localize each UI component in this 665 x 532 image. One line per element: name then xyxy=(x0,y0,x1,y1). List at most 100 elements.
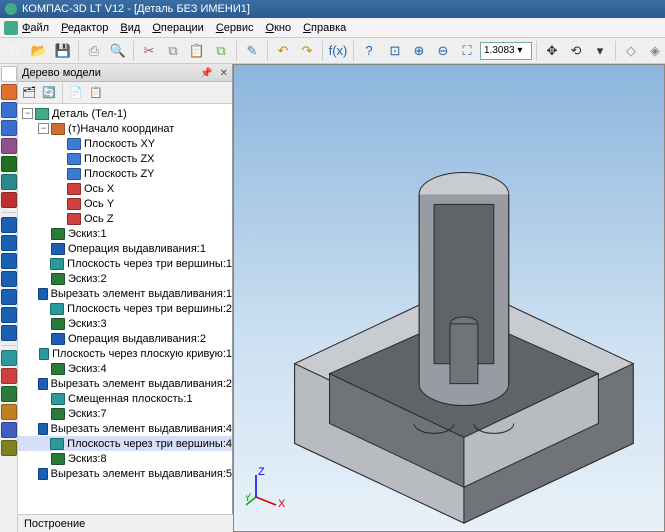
menu-сервис[interactable]: Сервис xyxy=(216,22,254,34)
copy-props-button[interactable]: ⧉ xyxy=(210,40,232,62)
preview-button[interactable]: 🔍 xyxy=(107,40,129,62)
paste-button[interactable]: 📋 xyxy=(186,40,208,62)
undo-button[interactable]: ↶ xyxy=(272,40,294,62)
zoom-out-button[interactable]: ⊖ xyxy=(432,40,454,62)
tree-item[interactable]: Ось X xyxy=(18,181,232,196)
tree-toggle[interactable]: − xyxy=(38,123,49,134)
tree-label: Плоскость через три вершины:4 xyxy=(67,438,232,450)
tree-item[interactable]: Плоскость через три вершины:1 xyxy=(18,256,232,271)
tool-shell[interactable] xyxy=(1,289,17,305)
tool-dim[interactable] xyxy=(1,120,17,136)
tree-refresh-icon[interactable]: 🔄 xyxy=(40,84,58,102)
tool-extrude[interactable] xyxy=(1,217,17,233)
tree-item[interactable]: Операция выдавливания:1 xyxy=(18,241,232,256)
zoom-window-button[interactable]: ⊡ xyxy=(384,40,406,62)
tree-item[interactable]: Ось Y xyxy=(18,196,232,211)
tree-item[interactable]: Эскиз:8 xyxy=(18,451,232,466)
tree-item[interactable]: Эскиз:1 xyxy=(18,226,232,241)
plane-icon xyxy=(67,153,81,165)
tool-line[interactable] xyxy=(1,102,17,118)
tree-item[interactable]: Плоскость XY xyxy=(18,136,232,151)
statusbar: Построение xyxy=(18,514,233,532)
model-tree[interactable]: −Деталь (Тел-1)−(т)Начало координатПлоск… xyxy=(18,104,232,532)
menu-окно[interactable]: Окно xyxy=(266,22,292,34)
tree-item[interactable]: Вырезать элемент выдавливания:2 xyxy=(18,376,232,391)
print-button[interactable]: ⎙ xyxy=(83,40,105,62)
redo-button[interactable]: ↷ xyxy=(296,40,318,62)
viewport[interactable]: X Y Z xyxy=(233,64,665,532)
tree-item[interactable]: Эскиз:3 xyxy=(18,316,232,331)
zoom-in-button[interactable]: ⊕ xyxy=(408,40,430,62)
tree-item[interactable]: Плоскость через три вершины:2 xyxy=(18,301,232,316)
tree-view-icon[interactable]: 🗂 xyxy=(20,84,38,102)
menu-справка[interactable]: Справка xyxy=(303,22,346,34)
open-button[interactable]: 📂 xyxy=(28,40,50,62)
tree-item[interactable]: Вырезать элемент выдавливания:1 xyxy=(18,286,232,301)
tool-fillet[interactable] xyxy=(1,307,17,323)
tree-label: Ось X xyxy=(84,183,114,195)
tool-mirror[interactable] xyxy=(1,422,17,438)
tree-item[interactable]: Операция выдавливания:2 xyxy=(18,331,232,346)
tree-label: Смещенная плоскость:1 xyxy=(68,393,193,405)
tool-select[interactable] xyxy=(1,66,17,82)
tree-root[interactable]: −Деталь (Тел-1) xyxy=(18,106,232,121)
cut-icon xyxy=(38,288,47,300)
tool-plane[interactable] xyxy=(1,350,17,366)
menu-операции[interactable]: Операции xyxy=(152,22,203,34)
tool-arc[interactable] xyxy=(1,138,17,154)
plane-icon xyxy=(67,138,81,150)
tree-props-icon[interactable]: 📋 xyxy=(87,84,105,102)
tree-item[interactable]: −(т)Начало координат xyxy=(18,121,232,136)
tree-item[interactable]: Смещенная плоскость:1 xyxy=(18,391,232,406)
menu-редактор[interactable]: Редактор xyxy=(61,22,108,34)
copy-button[interactable]: ⧉ xyxy=(162,40,184,62)
svg-text:Z: Z xyxy=(258,467,265,478)
pan-button[interactable]: ✥ xyxy=(541,40,563,62)
orient-button[interactable]: ▾ xyxy=(589,40,611,62)
tree-item[interactable]: Ось Z xyxy=(18,211,232,226)
help-button[interactable]: ? xyxy=(358,40,380,62)
tool-point[interactable] xyxy=(1,192,17,208)
origin-icon xyxy=(51,123,65,135)
tree-item[interactable]: Вырезать элемент выдавливания:5 xyxy=(18,466,232,481)
panel-header: Дерево модели 📌 ✕ xyxy=(18,64,232,82)
panel-close-icon[interactable]: ✕ xyxy=(220,68,228,79)
tree-item[interactable]: Эскиз:2 xyxy=(18,271,232,286)
zoom-value-input[interactable]: 1.3083 ▾ xyxy=(480,42,532,60)
hidden-button[interactable]: ◈ xyxy=(644,40,665,62)
fx-button[interactable]: f(x) xyxy=(327,40,349,62)
tree-label: Эскиз:1 xyxy=(68,228,107,240)
wire-button[interactable]: ◇ xyxy=(620,40,642,62)
tool-measure[interactable] xyxy=(1,440,17,456)
tool-sweep[interactable] xyxy=(1,271,17,287)
props-button[interactable]: ✎ xyxy=(241,40,263,62)
tool-geom[interactable] xyxy=(1,84,17,100)
orbit-button[interactable]: ⟲ xyxy=(565,40,587,62)
tree-label: Плоскость ZY xyxy=(84,168,155,180)
tree-item[interactable]: Вырезать элемент выдавливания:4 xyxy=(18,421,232,436)
menu-файл[interactable]: Файл xyxy=(22,22,49,34)
menu-вид[interactable]: Вид xyxy=(120,22,140,34)
tree-item[interactable]: Плоскость ZX xyxy=(18,151,232,166)
tool-chamfer[interactable] xyxy=(1,325,17,341)
tree-item[interactable]: Эскиз:7 xyxy=(18,406,232,421)
tool-array[interactable] xyxy=(1,404,17,420)
new-button[interactable]: □ xyxy=(4,40,26,62)
tree-item[interactable]: Плоскость ZY xyxy=(18,166,232,181)
tree-toggle[interactable]: − xyxy=(22,108,33,119)
tree-item[interactable]: Плоскость через три вершины:4 xyxy=(18,436,232,451)
panel-pin-icon[interactable]: 📌 xyxy=(200,68,212,79)
cut-button[interactable]: ✂ xyxy=(138,40,160,62)
tree-filter-icon[interactable]: 📄 xyxy=(67,84,85,102)
tool-revolve[interactable] xyxy=(1,253,17,269)
svg-text:X: X xyxy=(278,498,286,507)
tool-sketch2[interactable] xyxy=(1,386,17,402)
save-button[interactable]: 💾 xyxy=(52,40,74,62)
tree-item[interactable]: Эскиз:4 xyxy=(18,361,232,376)
tool-axis2[interactable] xyxy=(1,368,17,384)
tree-item[interactable]: Плоскость через плоскую кривую:1 xyxy=(18,346,232,361)
tool-cut[interactable] xyxy=(1,235,17,251)
zoom-fit-button[interactable]: ⛶ xyxy=(456,40,478,62)
tool-spline[interactable] xyxy=(1,174,17,190)
tool-text[interactable] xyxy=(1,156,17,172)
